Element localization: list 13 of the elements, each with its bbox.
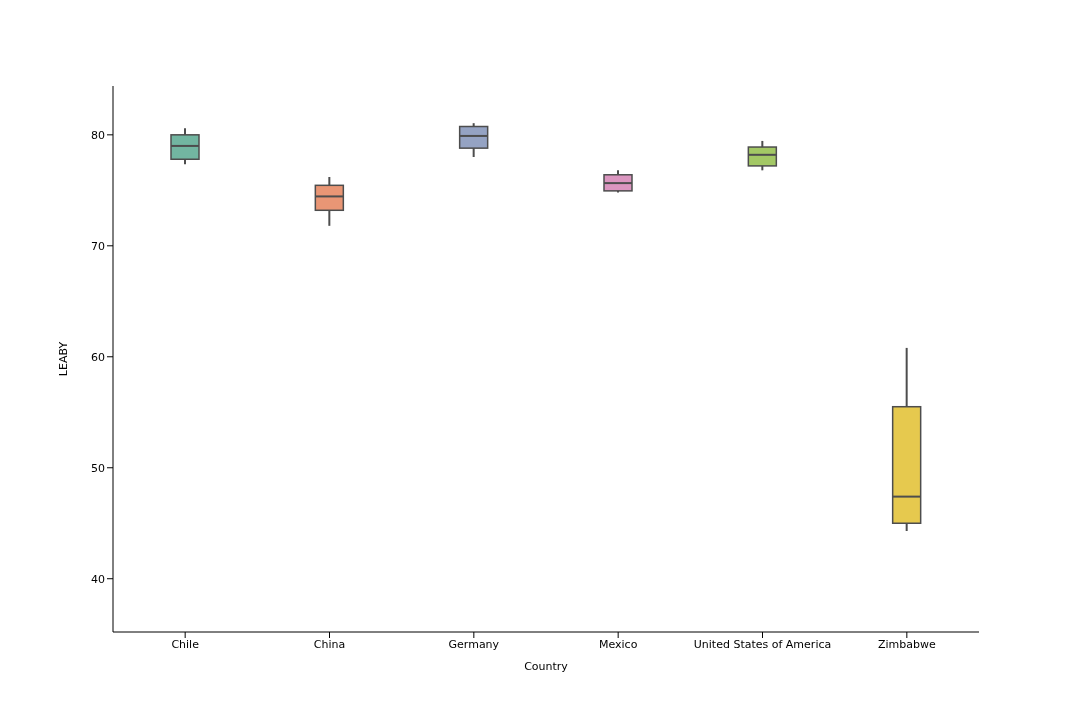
x-axis-title: Country (524, 660, 569, 673)
x-tick-label: Germany (448, 637, 500, 651)
x-tick-label: China (313, 637, 346, 651)
x-tick-label: United States of America (693, 637, 832, 651)
y-axis-title: LEABY (56, 341, 70, 377)
x-tick-label: Mexico (598, 637, 638, 651)
y-tick-label: 70 (91, 239, 105, 253)
y-tick-label: 40 (91, 572, 105, 586)
x-tick-label: Chile (171, 637, 200, 651)
y-tick-label: 50 (91, 461, 105, 475)
x-tick-label: Zimbabwe (877, 637, 936, 651)
y-tick-label: 80 (91, 128, 105, 142)
y-tick-label: 60 (91, 350, 105, 364)
